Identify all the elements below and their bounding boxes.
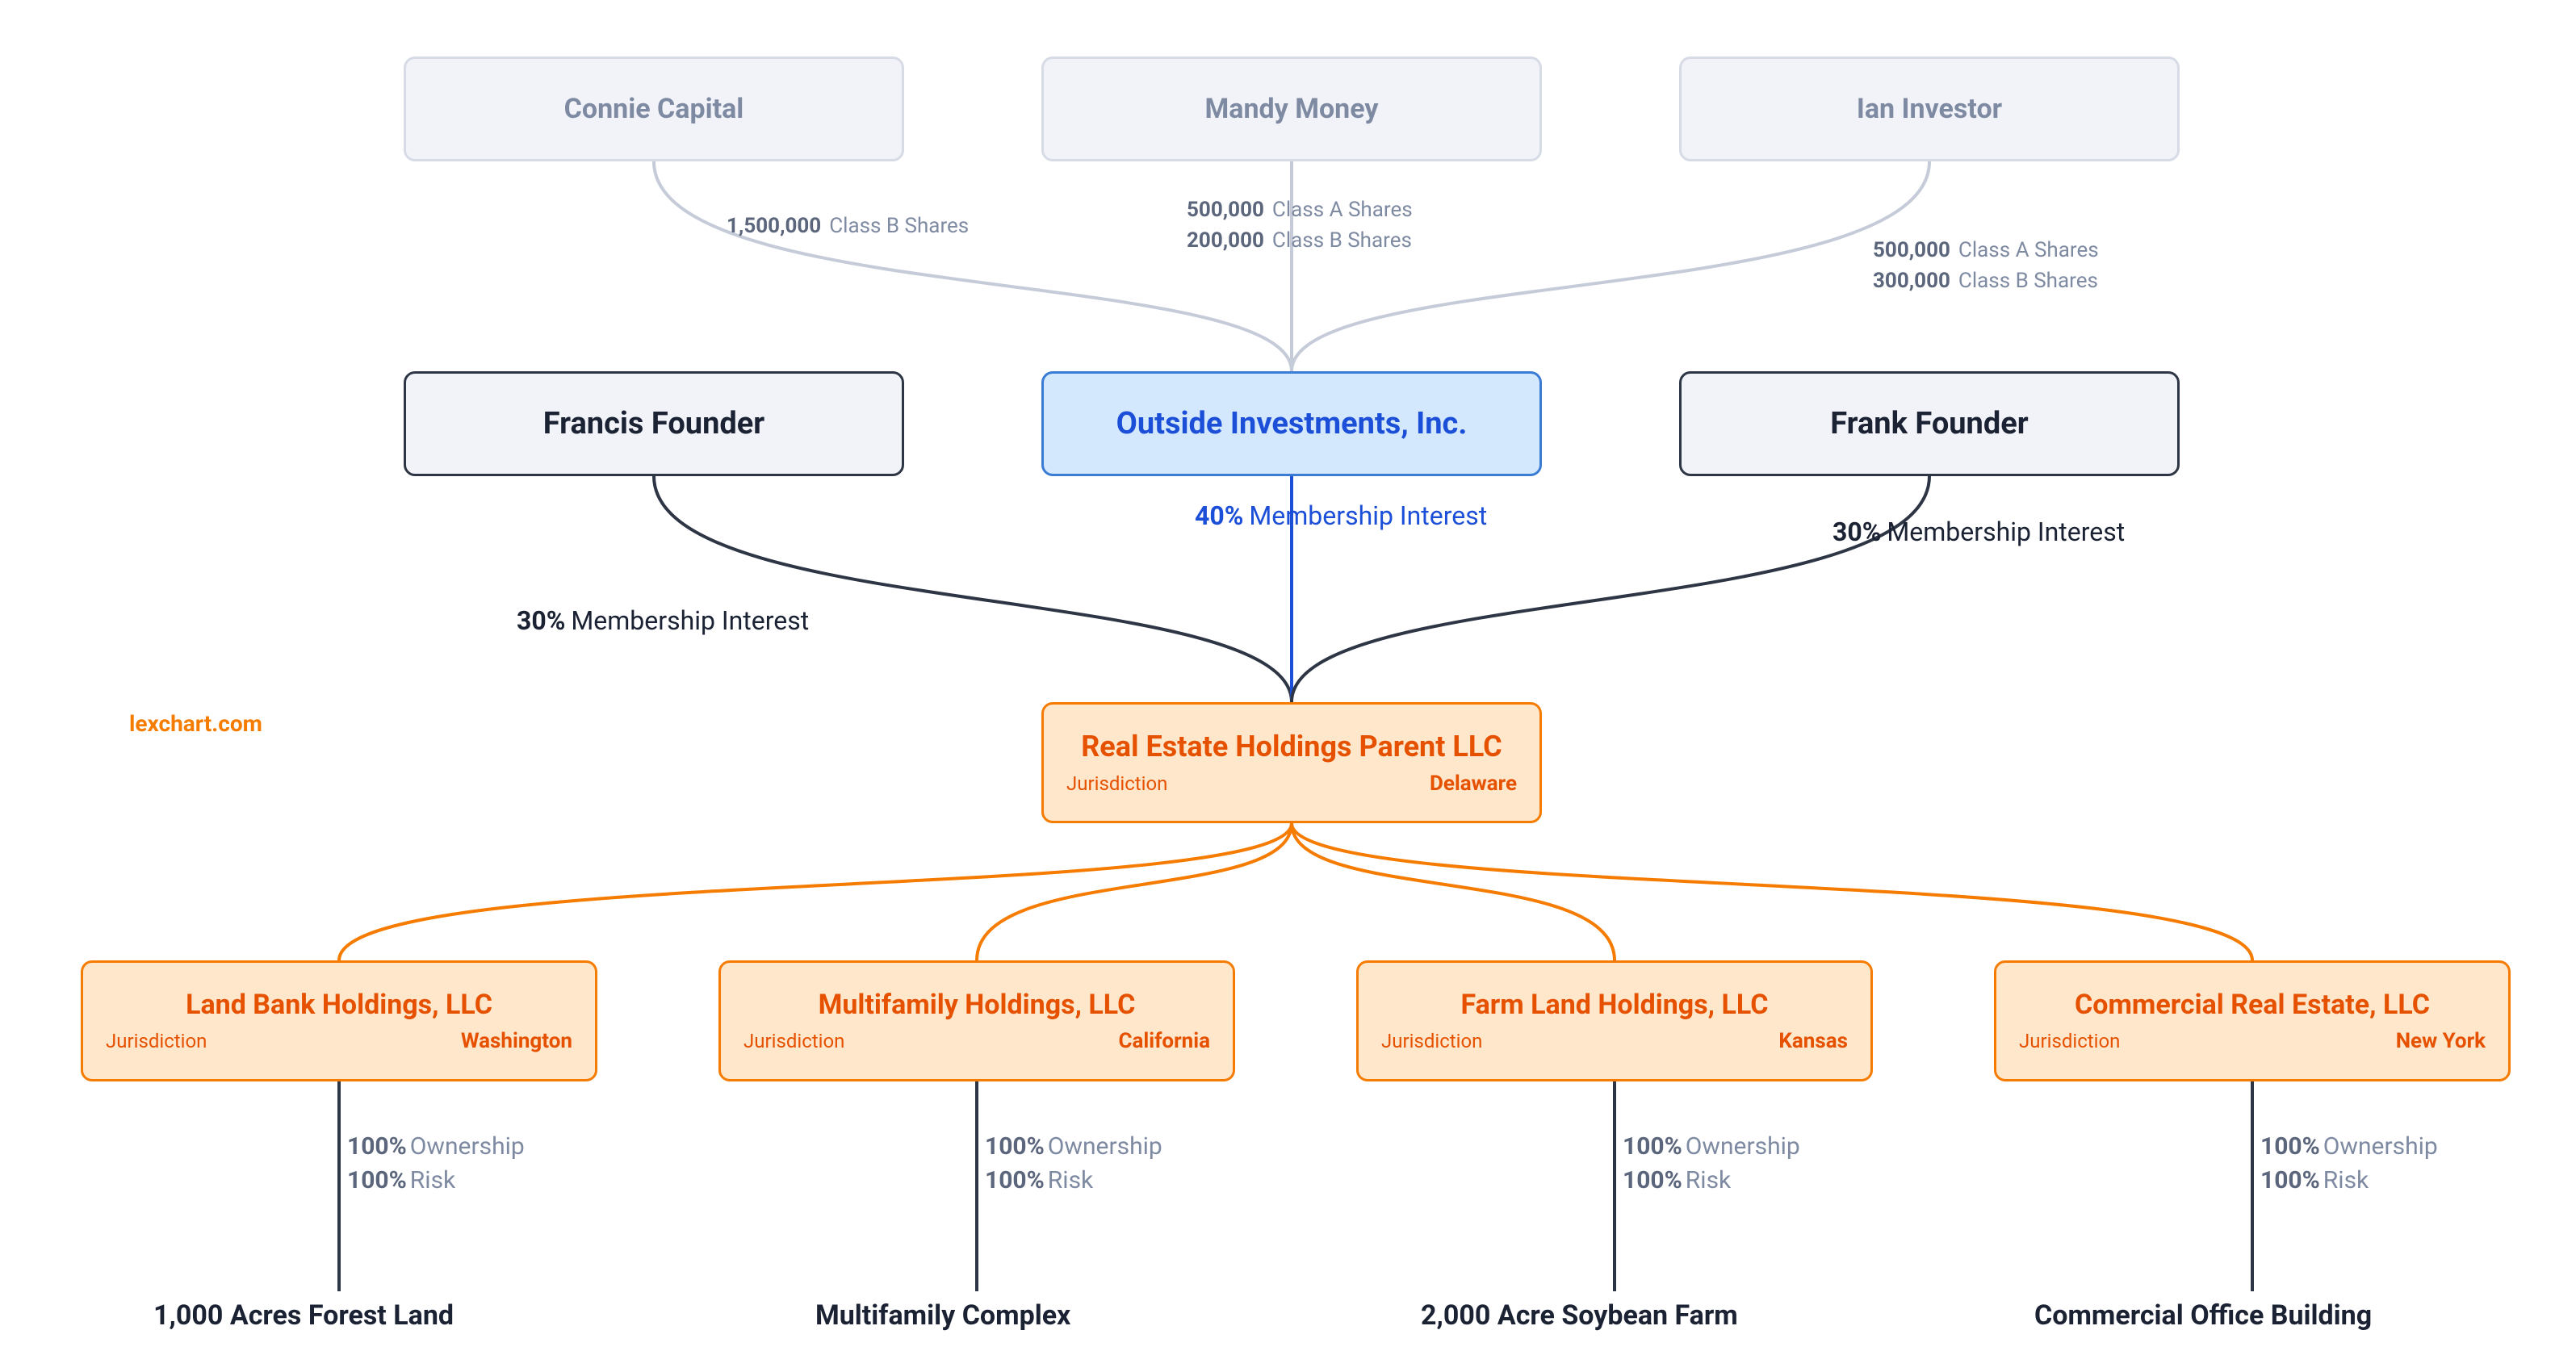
jurisdiction-value: New York <box>2396 1029 2486 1053</box>
node-title: Mandy Money <box>1204 93 1378 125</box>
node-ian-investor: Ian Investor <box>1679 56 2180 161</box>
interest-pct: 30% <box>517 605 565 636</box>
share-count: 500,000 <box>1873 238 1950 262</box>
watermark: lexchart.com <box>129 710 262 737</box>
own-label: Ownership <box>1048 1132 1162 1161</box>
org-chart-stage: lexchart.com Connie Capital Mandy Money … <box>0 0 2576 1372</box>
share-count: 1,500,000 <box>727 214 821 238</box>
jurisdiction-value: California <box>1118 1029 1210 1053</box>
risk-label: Risk <box>410 1166 455 1194</box>
share-class: Class A Shares <box>1272 198 1413 222</box>
node-title: Multifamily Holdings, LLC <box>737 989 1217 1021</box>
edge-parent-multi <box>977 823 1292 960</box>
interest-label: Membership Interest <box>571 605 809 636</box>
node-frank-founder: Frank Founder <box>1679 371 2180 476</box>
jurisdiction-row: Jurisdiction Kansas <box>1375 1029 1854 1053</box>
edge-parent-farm <box>1292 823 1615 960</box>
jurisdiction-row: Jurisdiction Delaware <box>1060 772 1523 796</box>
node-title: Connie Capital <box>564 93 744 125</box>
share-class: Class B Shares <box>829 214 969 238</box>
own-pct: 100% <box>1623 1132 1682 1161</box>
risk-pct: 100% <box>2260 1166 2320 1194</box>
jurisdiction-label: Jurisdiction <box>743 1030 844 1052</box>
risk-pct: 100% <box>985 1166 1045 1194</box>
interest-label: Membership Interest <box>1887 517 2125 547</box>
ownership-multi: 100% Ownership 100% Risk <box>985 1130 1162 1198</box>
edge-parent-land <box>339 823 1292 960</box>
node-title: Francis Founder <box>543 406 764 441</box>
node-title: Frank Founder <box>1830 406 2028 441</box>
node-francis-founder: Francis Founder <box>404 371 904 476</box>
interest-pct: 30% <box>1833 517 1881 547</box>
share-count: 200,000 <box>1187 228 1264 253</box>
own-pct: 100% <box>985 1132 1045 1161</box>
share-count: 500,000 <box>1187 198 1264 222</box>
share-class: Class A Shares <box>1958 238 2099 262</box>
risk-label: Risk <box>1048 1166 1093 1194</box>
jurisdiction-row: Jurisdiction New York <box>2013 1029 2492 1053</box>
jurisdiction-value: Delaware <box>1430 772 1517 796</box>
node-parent-llc: Real Estate Holdings Parent LLC Jurisdic… <box>1041 702 1542 823</box>
edge-ian-outside <box>1292 161 1929 371</box>
share-count: 300,000 <box>1873 269 1950 293</box>
own-pct: 100% <box>2260 1132 2320 1161</box>
node-land-bank: Land Bank Holdings, LLC Jurisdiction Was… <box>81 960 597 1081</box>
node-title: Commercial Real Estate, LLC <box>2013 989 2492 1021</box>
asset-land: 1,000 Acres Forest Land <box>153 1299 454 1332</box>
node-mandy-money: Mandy Money <box>1041 56 1542 161</box>
own-label: Ownership <box>2323 1132 2438 1161</box>
interest-outside: 40% Membership Interest <box>1195 500 1487 531</box>
jurisdiction-label: Jurisdiction <box>106 1030 207 1052</box>
edge-connie-outside <box>654 161 1292 371</box>
own-label: Ownership <box>410 1132 525 1161</box>
edge-parent-commercial <box>1292 823 2252 960</box>
node-title: Outside Investments, Inc. <box>1116 406 1468 441</box>
ownership-farm: 100% Ownership 100% Risk <box>1623 1130 1800 1198</box>
asset-commercial: Commercial Office Building <box>2034 1299 2372 1332</box>
risk-pct: 100% <box>1623 1166 1682 1194</box>
node-title: Land Bank Holdings, LLC <box>99 989 579 1021</box>
jurisdiction-label: Jurisdiction <box>1066 772 1167 795</box>
interest-francis: 30% Membership Interest <box>517 605 809 636</box>
share-class: Class B Shares <box>1272 228 1412 253</box>
jurisdiction-label: Jurisdiction <box>2019 1030 2120 1052</box>
ownership-land: 100% Ownership 100% Risk <box>347 1130 525 1198</box>
ownership-commercial: 100% Ownership 100% Risk <box>2260 1130 2438 1198</box>
node-title: Real Estate Holdings Parent LLC <box>1060 730 1523 763</box>
jurisdiction-row: Jurisdiction California <box>737 1029 1217 1053</box>
jurisdiction-label: Jurisdiction <box>1381 1030 1482 1052</box>
own-pct: 100% <box>347 1132 407 1161</box>
shares-ian: 500,000 Class A Shares 300,000 Class B Sha… <box>1873 234 2099 295</box>
node-title: Ian Investor <box>1857 93 2002 125</box>
share-class: Class B Shares <box>1958 269 2098 293</box>
jurisdiction-value: Kansas <box>1778 1029 1848 1053</box>
asset-farm: 2,000 Acre Soybean Farm <box>1421 1299 1738 1332</box>
jurisdiction-value: Washington <box>461 1029 572 1053</box>
shares-mandy: 500,000 Class A Shares 200,000 Class B Sha… <box>1187 194 1413 255</box>
node-outside-investments: Outside Investments, Inc. <box>1041 371 1542 476</box>
node-title: Farm Land Holdings, LLC <box>1375 989 1854 1021</box>
interest-label: Membership Interest <box>1249 500 1487 531</box>
risk-label: Risk <box>2323 1166 2369 1194</box>
interest-frank: 30% Membership Interest <box>1833 517 2125 547</box>
risk-label: Risk <box>1686 1166 1731 1194</box>
asset-multi: Multifamily Complex <box>815 1299 1070 1332</box>
node-connie-capital: Connie Capital <box>404 56 904 161</box>
node-farm-land: Farm Land Holdings, LLC Jurisdiction Kan… <box>1356 960 1873 1081</box>
shares-connie: 1,500,000 Class B Shares <box>727 210 969 241</box>
node-commercial: Commercial Real Estate, LLC Jurisdiction… <box>1994 960 2511 1081</box>
interest-pct: 40% <box>1195 500 1243 531</box>
own-label: Ownership <box>1686 1132 1800 1161</box>
risk-pct: 100% <box>347 1166 407 1194</box>
jurisdiction-row: Jurisdiction Washington <box>99 1029 579 1053</box>
node-multifamily: Multifamily Holdings, LLC Jurisdiction C… <box>718 960 1235 1081</box>
